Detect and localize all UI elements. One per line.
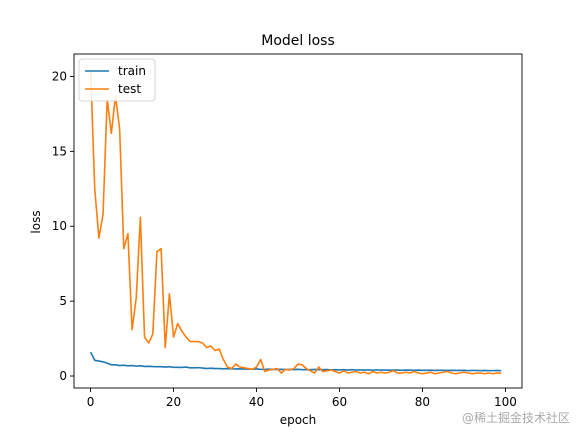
legend: train test — [78, 58, 156, 102]
x-tick-label: 80 — [415, 395, 430, 409]
legend-label-train: train — [118, 64, 146, 78]
y-tick-label: 10 — [52, 219, 67, 233]
x-tick-label: 60 — [332, 395, 347, 409]
axes-layer: 0 20 40 60 80 100 0 5 10 15 20 — [52, 53, 523, 409]
x-tick-label: 40 — [249, 395, 264, 409]
x-tick-label: 20 — [166, 395, 181, 409]
legend-box — [78, 58, 156, 102]
series-line-test — [89, 68, 502, 375]
series-line-train — [89, 351, 502, 372]
legend-label-test: test — [118, 82, 141, 96]
y-tick-label: 0 — [59, 369, 67, 383]
y-axis-label: loss — [29, 210, 43, 233]
plot-frame — [73, 53, 523, 389]
y-tick-label: 15 — [52, 144, 67, 158]
x-axis-label: epoch — [280, 413, 317, 427]
x-tick-label: 0 — [87, 395, 95, 409]
watermark-text: @稀土掘金技术社区 — [461, 411, 570, 425]
y-tick-label: 20 — [52, 69, 67, 83]
x-tick-label: 100 — [494, 395, 517, 409]
chart-title: Model loss — [261, 33, 335, 49]
series-layer — [89, 68, 502, 375]
y-tick-label: 5 — [59, 294, 67, 308]
